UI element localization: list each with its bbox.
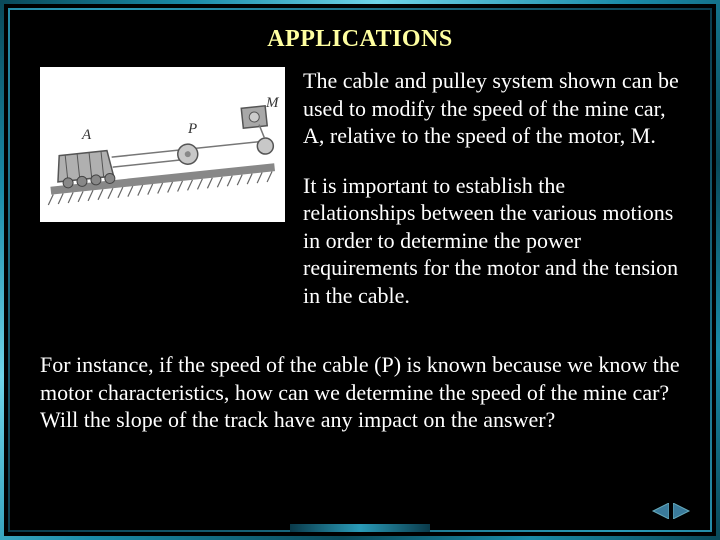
arrow-right-icon xyxy=(673,503,695,519)
top-row: A P M The cable and pulley system shown … xyxy=(40,67,680,331)
label-car: A xyxy=(81,127,92,143)
label-pulley: P xyxy=(187,121,197,137)
bottom-accent-bar xyxy=(290,524,430,532)
paragraph-1: The cable and pulley system shown can be… xyxy=(303,67,680,150)
slide-content: APPLICATIONS xyxy=(14,14,706,526)
nav-controls xyxy=(646,502,696,520)
slide-title: APPLICATIONS xyxy=(40,26,680,53)
next-button[interactable] xyxy=(672,502,696,520)
pulley-diagram: A P M xyxy=(40,67,285,222)
paragraph-2: It is important to establish the relatio… xyxy=(303,172,680,310)
label-motor: M xyxy=(265,95,280,111)
paragraph-3: For instance, if the speed of the cable … xyxy=(40,351,680,434)
prev-button[interactable] xyxy=(646,502,670,520)
arrow-left-icon xyxy=(647,503,669,519)
right-column: The cable and pulley system shown can be… xyxy=(303,67,680,331)
